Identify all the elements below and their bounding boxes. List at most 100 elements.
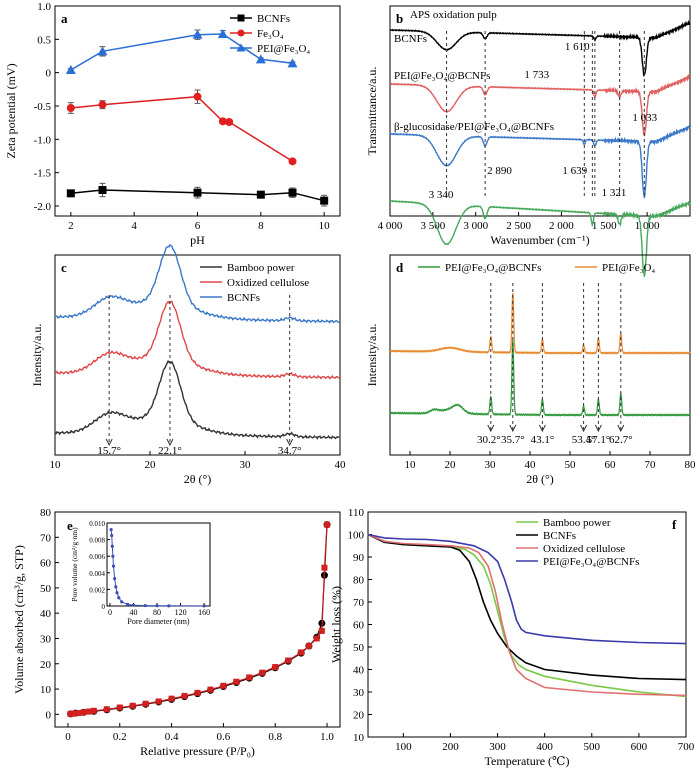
inset-data-point <box>111 554 115 558</box>
peak-arrow <box>580 424 588 433</box>
y-tick-label: 80 <box>40 507 52 519</box>
y-axis-label: Zeta potential (mV) <box>4 63 18 158</box>
x-tick-label: 20 <box>145 459 157 471</box>
peak-annotation: 57.1° <box>587 434 611 446</box>
series-line <box>389 19 691 77</box>
x-tick-label: 400 <box>536 741 553 753</box>
peak-annotation: 15.7° <box>97 445 121 457</box>
x-tick-label: 10 <box>319 220 331 232</box>
data-point <box>237 29 245 37</box>
x-tick-label: 80 <box>685 459 697 471</box>
data-point <box>207 686 214 693</box>
panel-b-ftir: 4 000 3 500 3 000 2 500 2 000 1 500 1 000Waven… <box>365 5 691 277</box>
x-tick-label: 2 <box>68 220 74 232</box>
data-point <box>98 186 107 194</box>
y-axis-label: Transmittance/a.u. <box>365 67 379 156</box>
peak-annotation: 53.4° <box>572 434 596 446</box>
data-point <box>324 521 331 528</box>
peak-annotation: 1 033 <box>632 112 657 124</box>
inset-data-point <box>109 528 113 532</box>
inset-y-tick-label: 0.010 <box>89 520 105 528</box>
x-tick-label: 50 <box>565 459 577 471</box>
inset-x-tick-label: 0 <box>108 608 112 617</box>
y-tick-label: 40 <box>40 608 52 620</box>
legend-label: PEI@Fe₃O₄ <box>257 43 310 55</box>
peak-annotation: 1 733 <box>524 69 549 81</box>
x-tick-label: 30 <box>240 459 252 471</box>
inset-data-point <box>143 603 147 608</box>
data-point <box>255 54 266 64</box>
y-axis-label: Volume absorbed (cm³/g, STP) <box>12 545 26 694</box>
panel-label: e <box>67 518 73 533</box>
plot-frame <box>389 5 691 217</box>
y-tick-label: -2.0 <box>34 201 52 213</box>
data-point <box>305 643 312 650</box>
plot-frame <box>389 254 691 456</box>
data-point <box>225 118 234 126</box>
inset-y-axis-label: Pore volume (cm³/g·nm) <box>70 527 79 602</box>
inset-data-point <box>115 591 119 595</box>
x-tick-label: 40 <box>335 459 347 471</box>
y-tick-label: 1.0 <box>37 1 51 13</box>
data-point <box>181 692 188 699</box>
x-axis-label: Relative pressure (P/P₀) <box>140 744 255 758</box>
peak-arrow <box>617 424 625 433</box>
data-point <box>116 704 123 711</box>
y-tick-label: -1.5 <box>34 168 52 180</box>
panel-label: f <box>672 517 677 532</box>
data-point <box>288 188 297 197</box>
data-point <box>259 669 266 676</box>
inset-x-axis-label: Pore diameter (nm) <box>127 617 190 626</box>
y-tick-label: 50 <box>40 583 52 595</box>
legend-label: PEI@Fe₃O₄@BCNFs <box>543 556 639 568</box>
inset-data-point <box>167 604 171 608</box>
y-tick-label: 60 <box>353 620 365 632</box>
x-tick-label: 2 500 <box>506 220 531 232</box>
inset-data-point <box>114 585 118 589</box>
y-tick-label: 30 <box>353 687 365 699</box>
data-point <box>75 710 82 717</box>
peak-annotation: 1 639 <box>562 165 587 177</box>
data-point <box>103 706 110 713</box>
x-tick-label: 0 <box>65 731 71 743</box>
data-point <box>97 46 108 56</box>
inset-y-tick-label: 0.002 <box>89 586 105 594</box>
y-tick-label: 20 <box>353 710 365 722</box>
series-label: BCNFs <box>394 33 427 45</box>
panel-e-bet-isotherm: 0 0.2 0.4 0.6 0.8 1.0 0 10 20 30 40 50 60 70 80 Relativ… <box>12 507 341 758</box>
inset-data-point <box>202 604 206 608</box>
data-point <box>90 707 97 714</box>
data-point <box>193 92 202 101</box>
peak-annotation: 22.1° <box>158 445 182 457</box>
y-tick-label: 0 <box>46 709 52 721</box>
peak-annotation: 34.7° <box>278 445 302 457</box>
inset-frame <box>106 522 211 607</box>
peak-annotation: 43.1° <box>531 434 555 446</box>
series-line <box>389 199 691 277</box>
peak-arrow <box>105 438 113 447</box>
y-tick-label: 70 <box>353 597 365 609</box>
y-axis-label: Intensity/a.u. <box>30 324 44 387</box>
data-point <box>98 100 107 109</box>
data-point <box>155 698 162 705</box>
data-point <box>194 689 201 696</box>
data-point <box>220 682 227 689</box>
y-tick-label: 20 <box>40 659 52 671</box>
inset-data-point <box>111 564 116 568</box>
series-line <box>389 73 691 137</box>
peak-arrow <box>509 424 517 433</box>
data-point <box>321 564 328 571</box>
x-tick-label: 3 500 <box>420 220 445 232</box>
legend-label: Bamboo power <box>543 517 611 529</box>
x-tick-label: 600 <box>631 741 648 753</box>
legend-label: Oxidized cellulose <box>543 543 625 555</box>
x-tick-label: 1 500 <box>592 220 617 232</box>
x-tick-label: 60 <box>605 459 617 471</box>
peak-arrow <box>538 424 546 433</box>
x-tick-label: 30 <box>485 459 497 471</box>
data-point <box>288 157 297 166</box>
inset-data-point <box>126 602 130 606</box>
x-tick-label: 1.0 <box>320 731 334 743</box>
inset-data-point <box>110 533 114 538</box>
